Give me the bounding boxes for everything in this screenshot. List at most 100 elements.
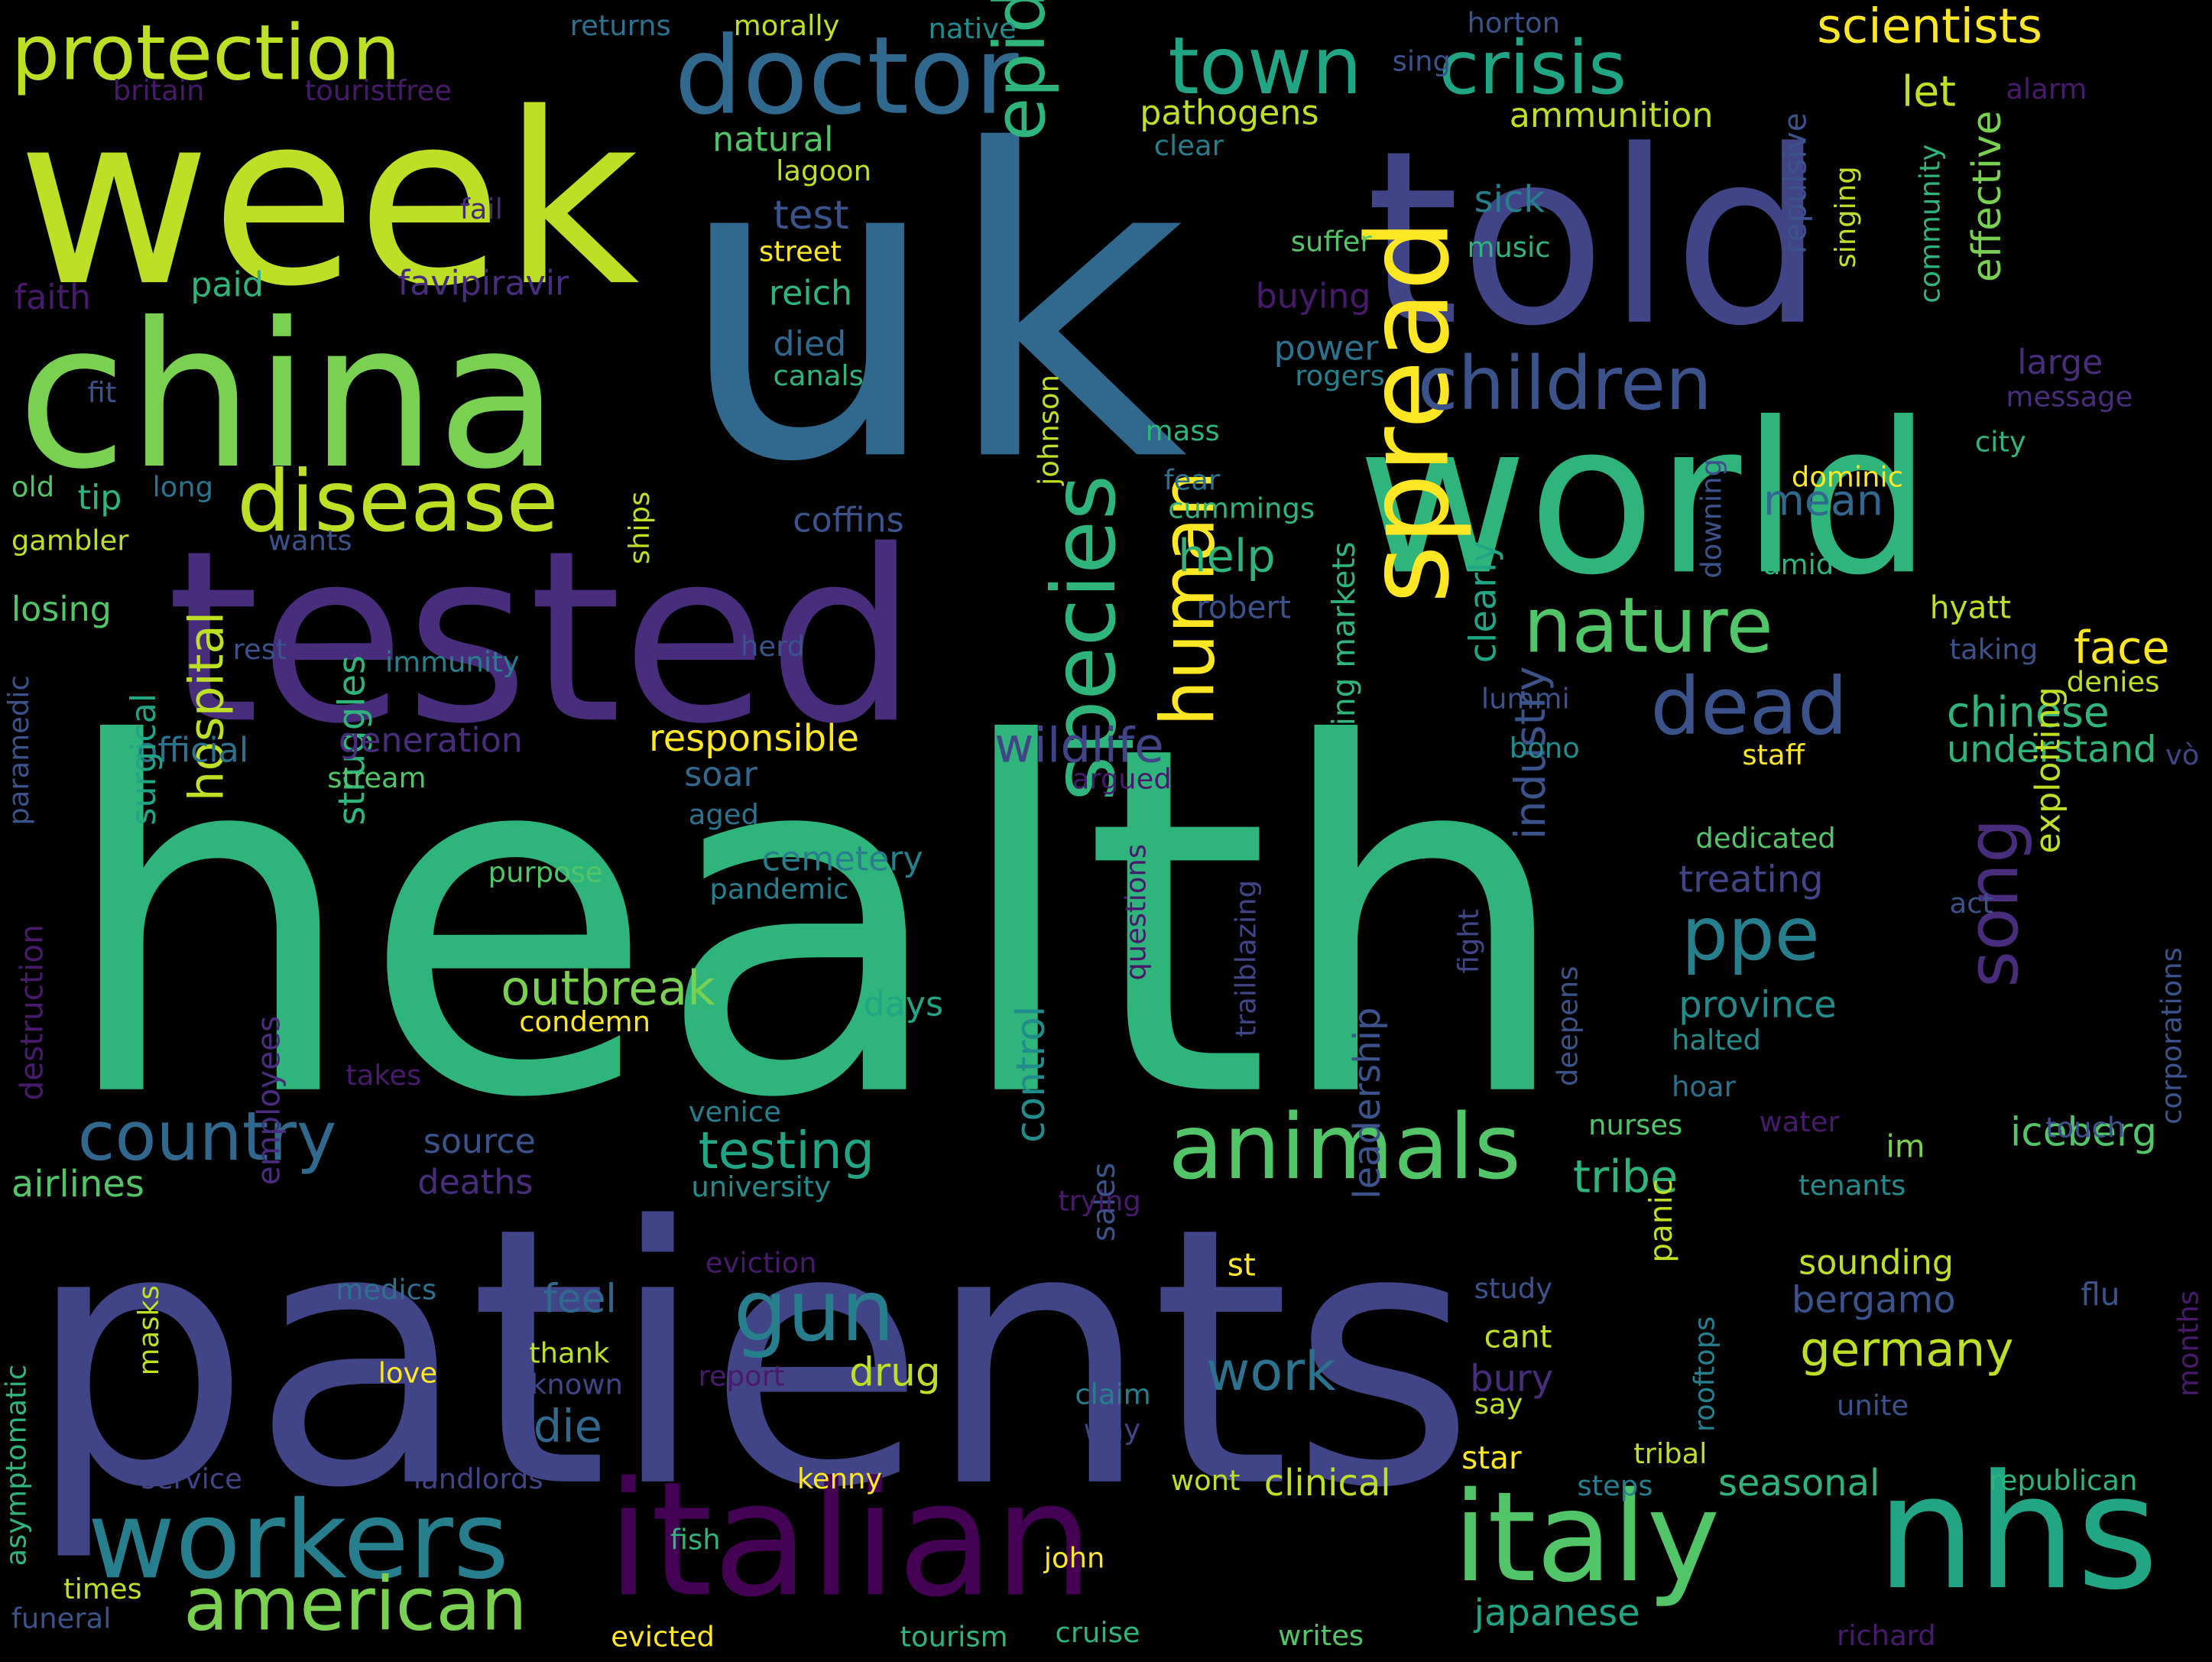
word-singing: singing	[1829, 166, 1862, 268]
word-children: children	[1418, 341, 1712, 427]
word-power: power	[1274, 329, 1380, 368]
word-cemetery: cemetery	[762, 840, 923, 879]
word-dead: dead	[1650, 661, 1847, 753]
word-ppe: ppe	[1682, 891, 1820, 977]
word-nature: nature	[1523, 582, 1773, 670]
word-buying: buying	[1256, 277, 1371, 316]
word-iceberg: iceberg	[2010, 1110, 2157, 1156]
word-staff: staff	[1742, 738, 1805, 771]
word-favipiravir: favipiravir	[398, 265, 569, 304]
word-feel: feel	[543, 1276, 617, 1322]
word-generation: generation	[339, 722, 523, 761]
word-times: times	[63, 1573, 142, 1605]
word-aged: aged	[689, 798, 759, 831]
word-funeral: funeral	[11, 1602, 112, 1635]
word-flu: flu	[2081, 1276, 2120, 1313]
word-leadership: leadership	[1346, 1008, 1389, 1199]
word-way: way	[1083, 1413, 1140, 1446]
word-corporations: corporations	[2155, 947, 2188, 1125]
word-downing: downing	[1695, 459, 1728, 579]
word-immunity: immunity	[385, 645, 520, 678]
word-gambler: gambler	[11, 524, 129, 557]
word-pandemic: pandemic	[709, 873, 848, 906]
word-morally: morally	[734, 9, 840, 42]
word-clearly: clearly	[1461, 540, 1504, 663]
word-taking: taking	[1950, 633, 2038, 666]
word-drug: drug	[849, 1349, 941, 1395]
word-lagoon: lagoon	[776, 154, 871, 187]
word-effective: effective	[1964, 111, 2010, 283]
word-china: china	[17, 280, 559, 513]
word-report: report	[699, 1359, 785, 1392]
word-animals: animals	[1168, 1094, 1521, 1199]
word-months: months	[2171, 1290, 2204, 1397]
word-rest: rest	[233, 633, 287, 666]
word-outbreak: outbreak	[501, 960, 715, 1016]
word-pathogens: pathogens	[1140, 93, 1318, 132]
word-died: died	[773, 325, 846, 364]
word-nhs: nhs	[1876, 1440, 2159, 1625]
word-world: world	[1357, 378, 1931, 621]
word-mass: mass	[1146, 414, 1220, 447]
word-bono: bono	[1510, 732, 1580, 764]
word-chinese: chinese	[1947, 688, 2110, 737]
word-robert: robert	[1196, 589, 1291, 625]
word-sounding: sounding	[1798, 1243, 1954, 1282]
word-fit: fit	[88, 376, 117, 409]
word-old: old	[11, 471, 54, 504]
word-bergamo: bergamo	[1792, 1278, 1956, 1321]
word-hoar: hoar	[1672, 1070, 1737, 1103]
word-cruise: cruise	[1056, 1616, 1140, 1649]
word-message: message	[2006, 381, 2133, 414]
word-known: known	[530, 1368, 623, 1401]
word-wildlife: wildlife	[994, 718, 1164, 774]
word-masks: masks	[132, 1285, 165, 1375]
word-water: water	[1759, 1105, 1840, 1138]
word-returns: returns	[570, 9, 671, 42]
word-soar: soar	[684, 755, 757, 794]
word-patients: patients	[25, 1151, 1475, 1566]
word-herd: herd	[741, 630, 805, 663]
word-let: let	[1902, 67, 1956, 116]
word-clear: clear	[1154, 129, 1224, 162]
word-fear: fear	[1164, 463, 1221, 496]
word-love: love	[378, 1357, 437, 1390]
word-italian: italian	[607, 1447, 1095, 1631]
word-argued: argued	[1072, 763, 1172, 796]
word-spread: spread	[1343, 219, 1474, 604]
word-rogers: rogers	[1295, 359, 1384, 392]
word-act: act	[1950, 887, 1993, 920]
word-nurses: nurses	[1588, 1109, 1682, 1141]
word-venice: venice	[689, 1096, 781, 1128]
word-seasonal: seasonal	[1718, 1462, 1880, 1505]
word-street: street	[759, 235, 842, 268]
word-trailblazing: trailblazing	[1230, 880, 1263, 1037]
word-gun: gun	[734, 1262, 895, 1361]
word-long: long	[152, 471, 213, 504]
word-purpose: purpose	[488, 855, 603, 888]
word-lummi: lummi	[1481, 682, 1570, 715]
word-panic: panic	[1643, 1179, 1679, 1263]
word-species: species	[1033, 475, 1135, 801]
word-dedicated: dedicated	[1695, 822, 1835, 855]
word-questions: questions	[1120, 844, 1153, 981]
word-paid: paid	[190, 266, 264, 305]
word-disease: disease	[237, 453, 559, 551]
word-exploiting: exploiting	[2029, 687, 2068, 853]
word-burring-markets: burring markets	[1325, 541, 1362, 790]
word-fish: fish	[670, 1523, 721, 1556]
word-halted: halted	[1672, 1024, 1761, 1057]
word-asymptomatic: asymptomatic	[0, 1365, 32, 1566]
word-say: say	[1474, 1388, 1523, 1420]
word-tenants: tenants	[1798, 1169, 1905, 1202]
word-surgical: surgical	[125, 693, 164, 826]
word-johnson: johnson	[1032, 375, 1065, 486]
word-tribal: tribal	[1633, 1437, 1707, 1470]
word-eviction: eviction	[705, 1247, 817, 1280]
word-week: week	[17, 63, 640, 339]
word-clinical: clinical	[1264, 1462, 1391, 1505]
word-sing: sing	[1393, 44, 1451, 77]
word-scientists: scientists	[1817, 0, 2042, 54]
word-republican: republican	[1989, 1464, 2137, 1497]
